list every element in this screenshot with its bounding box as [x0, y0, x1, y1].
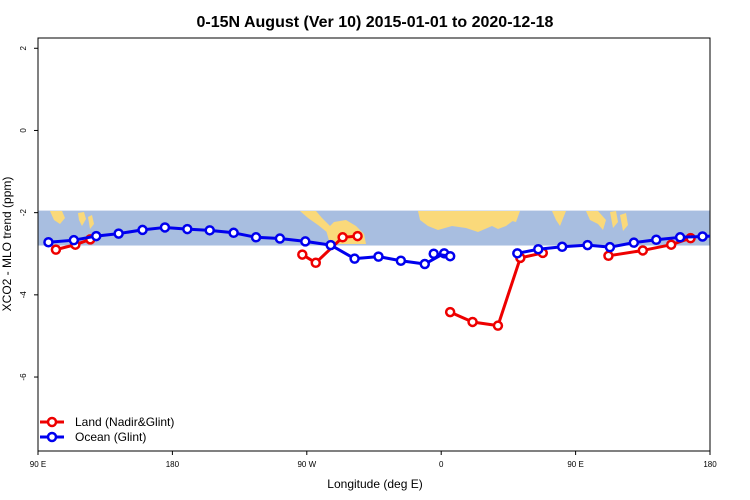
data-point [697, 231, 708, 242]
data-point [373, 251, 384, 262]
data-point [533, 243, 544, 255]
data-point [628, 237, 640, 248]
data-point [428, 248, 439, 259]
data-point [349, 253, 360, 264]
data-point [43, 236, 54, 248]
data-point [50, 244, 62, 255]
legend-swatch-marker [46, 431, 58, 443]
data-point [310, 257, 322, 269]
data-point [492, 320, 504, 331]
data-point [665, 239, 677, 250]
legend: Land (Nadir&Glint)Ocean (Glint) [40, 415, 174, 444]
y-axis-label: XCO2 - MLO trend (ppm) [0, 177, 14, 312]
y-tick-label: -4 [19, 291, 28, 299]
y-tick-label: 0 [19, 128, 28, 133]
data-point [137, 224, 148, 236]
data-point [250, 232, 262, 243]
legend-label: Ocean (Glint) [75, 430, 146, 444]
data-point [582, 239, 593, 251]
data-point [604, 241, 616, 253]
x-tick-label: 90 E [30, 460, 46, 469]
data-point [182, 223, 193, 235]
x-tick-label: 0 [439, 460, 444, 469]
y-tick-label: 2 [19, 46, 28, 51]
x-tick-label: 180 [703, 460, 717, 469]
data-point [352, 230, 363, 242]
data-point [556, 241, 568, 253]
data-point [228, 227, 239, 239]
data-point [721, 231, 729, 239]
data-point [395, 255, 407, 266]
data-point [297, 249, 308, 260]
plot-frame [37, 37, 711, 452]
legend-swatch-marker [46, 416, 58, 428]
x-axis-label: Longitude (deg E) [327, 477, 422, 491]
data-point [159, 222, 171, 233]
legend-label: Land (Nadir&Glint) [75, 415, 174, 429]
data-point [674, 232, 686, 243]
data-point [113, 228, 124, 239]
data-point [419, 258, 431, 270]
data-point [444, 250, 456, 262]
data-point [337, 232, 348, 243]
y-axis: 2 0 -2 -4 -6 [19, 46, 38, 381]
y-tick-label: -6 [19, 373, 28, 381]
data-point [467, 316, 478, 328]
data-point [68, 234, 80, 246]
data-point [90, 230, 102, 242]
x-tick-label: 90 E [567, 460, 583, 469]
x-tick-label: 90 W [297, 460, 316, 469]
data-point [300, 236, 311, 247]
data-point [512, 248, 523, 259]
data-point [650, 234, 662, 246]
series-layer [43, 222, 750, 331]
x-axis: 90 E 180 90 W 0 90 E 180 [30, 451, 717, 469]
chart-title: 0-15N August (Ver 10) 2015-01-01 to 2020… [197, 14, 554, 31]
data-point [325, 239, 336, 251]
data-point [603, 250, 614, 262]
data-point [204, 225, 215, 236]
y-tick-label: -2 [19, 209, 28, 217]
series-line [449, 251, 544, 328]
data-point [274, 233, 286, 244]
data-point [743, 229, 750, 237]
x-tick-label: 180 [166, 460, 180, 469]
data-point [637, 245, 649, 256]
data-point [444, 306, 456, 318]
series-ocean [43, 222, 750, 270]
